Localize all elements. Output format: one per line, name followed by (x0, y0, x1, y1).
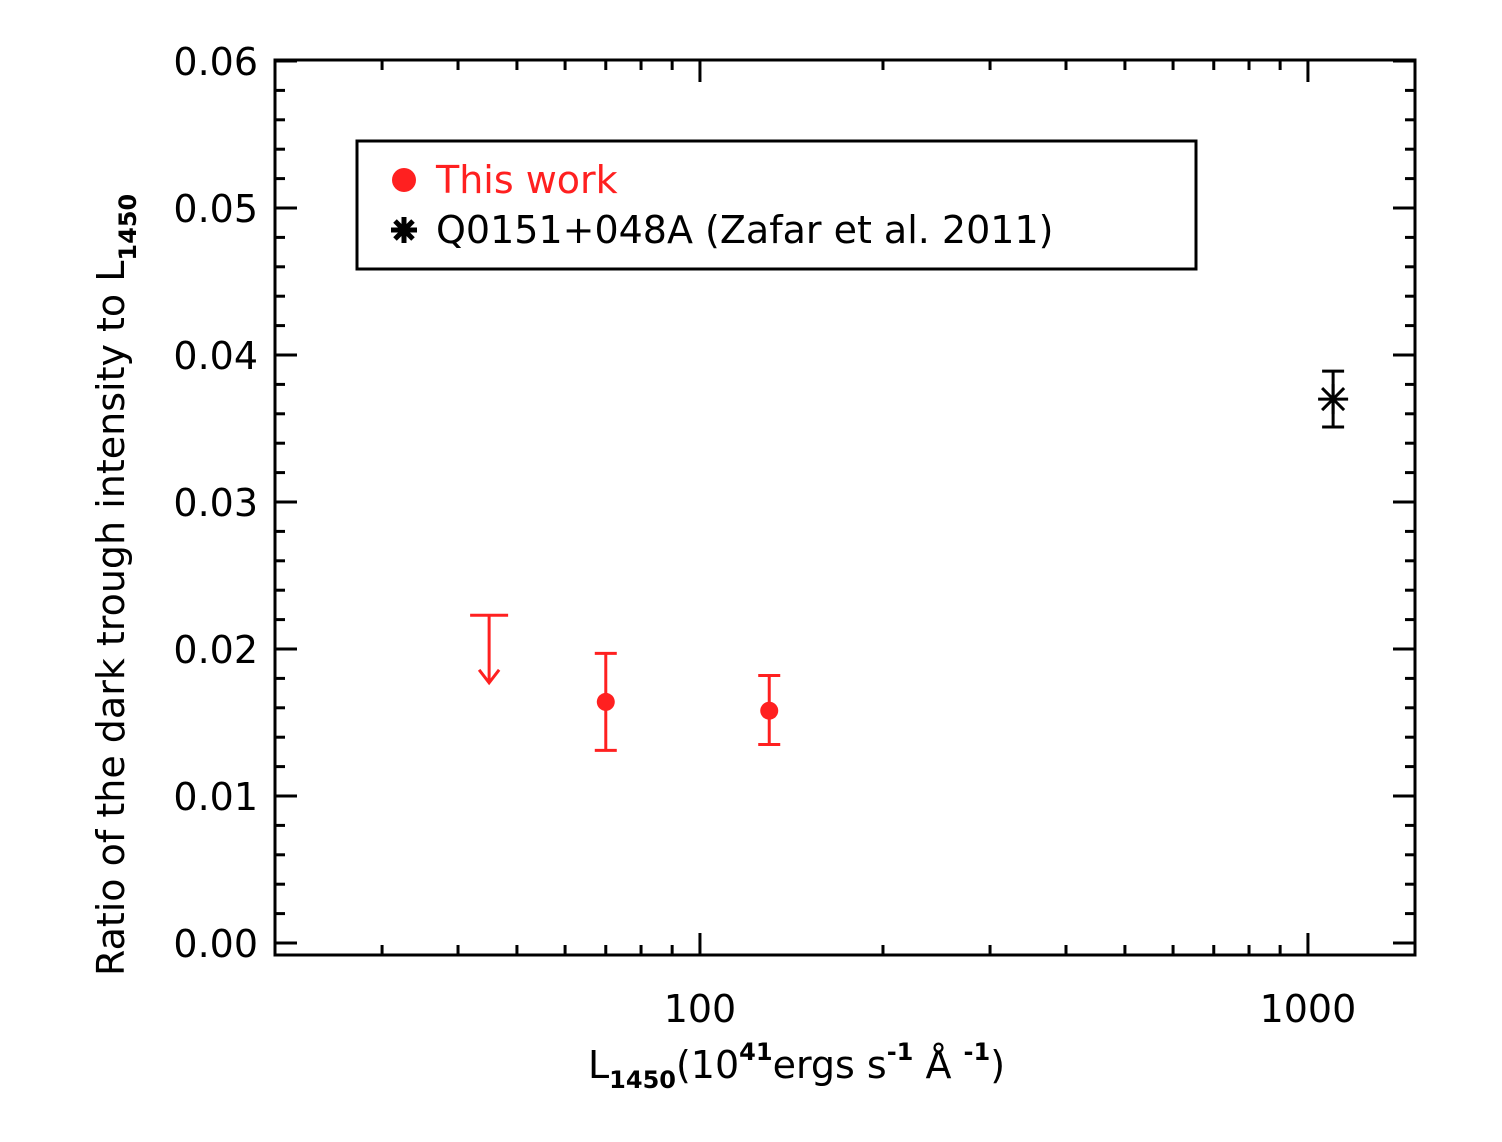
data-point (1318, 384, 1349, 415)
legend-label-zafar: Q0151+048A (Zafar et al. 2011) (436, 208, 1053, 252)
y-axis-title-subscript: 1450 (114, 194, 142, 261)
y-axis-title: Ratio of the dark trough intensity to L1… (89, 194, 142, 976)
data-point (760, 701, 779, 720)
y-tick-label: 0.06 (173, 40, 258, 84)
x-axis-title: L1450(1041ergs s-1 Å -1) (588, 1038, 1005, 1094)
y-tick-label: 0.04 (173, 334, 258, 378)
y-tick-label: 0.05 (173, 187, 258, 231)
x-tick-label: 100 (664, 987, 737, 1031)
legend: This work Q0151+048A (Zafar et al. 2011) (355, 139, 1198, 271)
data-point (596, 692, 615, 711)
data-marks-group (470, 369, 1349, 752)
plot-frame-group (273, 58, 1417, 957)
axis-ticks-group: 0.00 0.01 0.02 0.03 0.04 0.05 0.06 100 1000 (173, 40, 1415, 1031)
legend-box (355, 139, 1198, 271)
legend-marker-zafar (391, 217, 417, 243)
y-tick-label: 0.00 (173, 922, 258, 966)
y-tick-label: 0.03 (173, 481, 258, 525)
upper-limit-arrow (470, 613, 509, 686)
plot-frame (273, 58, 1417, 957)
legend-marker-this-work (392, 168, 416, 192)
series-0 (470, 613, 781, 752)
y-tick-label: 0.01 (173, 775, 258, 819)
series-1 (1318, 369, 1349, 429)
x-tick-label: 1000 (1260, 987, 1357, 1031)
legend-label-this-work: This work (435, 158, 618, 202)
y-tick-label: 0.02 (173, 628, 258, 672)
